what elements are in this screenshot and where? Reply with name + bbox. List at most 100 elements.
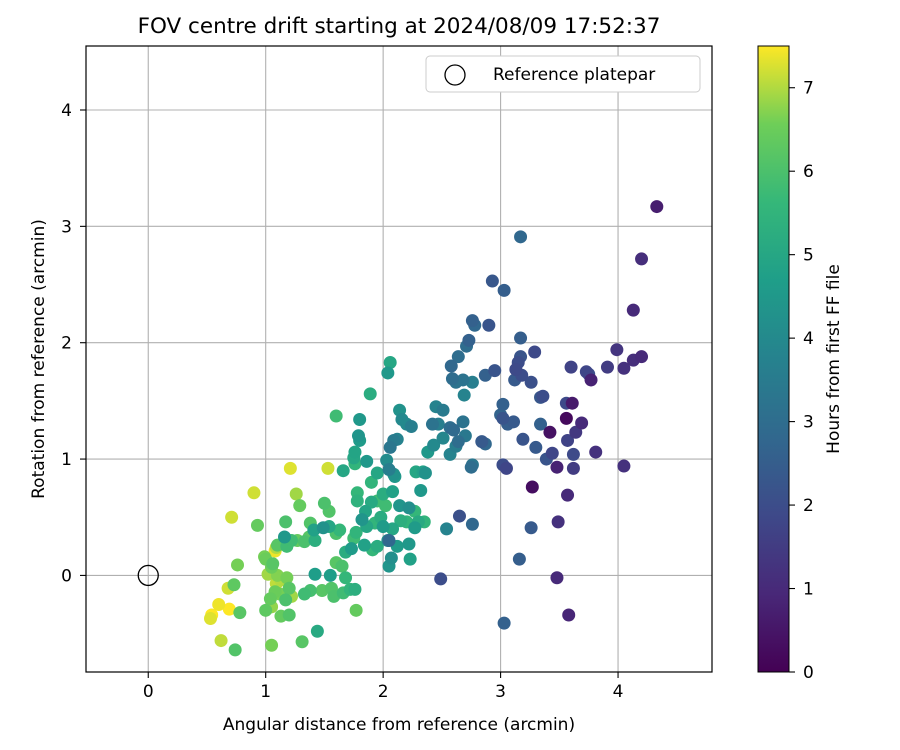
data-point	[348, 582, 362, 596]
data-point	[569, 425, 583, 439]
data-point	[509, 362, 523, 376]
data-point	[370, 466, 384, 480]
y-tick-label: 1	[61, 450, 72, 470]
data-point	[364, 495, 378, 509]
data-point	[382, 534, 396, 548]
data-point	[351, 429, 365, 443]
data-point	[524, 375, 538, 389]
data-point	[250, 518, 264, 532]
data-point	[444, 359, 458, 373]
data-point	[427, 438, 441, 452]
reference-marker	[137, 564, 159, 587]
data-point	[279, 515, 293, 529]
colorbar-tick-label: 1	[803, 580, 814, 600]
legend: Reference platepar	[425, 55, 701, 93]
data-points	[203, 200, 664, 657]
data-point	[350, 494, 364, 508]
data-point	[228, 643, 242, 657]
data-point	[336, 464, 350, 478]
data-point	[297, 587, 311, 601]
legend-marker	[444, 64, 466, 86]
data-point	[434, 572, 448, 586]
data-point	[564, 360, 578, 374]
data-point	[378, 499, 392, 513]
data-point	[349, 525, 363, 539]
colorbar-label: Hours from first FF file	[824, 264, 844, 454]
data-point	[462, 333, 476, 347]
colorbar-tick-label: 5	[803, 246, 814, 266]
data-point	[452, 509, 466, 523]
data-point	[364, 475, 378, 489]
data-point	[323, 568, 337, 582]
data-point	[283, 461, 297, 475]
data-point	[344, 542, 358, 556]
x-tick-label: 1	[260, 682, 271, 702]
data-point	[436, 431, 450, 445]
data-point	[279, 593, 293, 607]
data-point	[496, 397, 510, 411]
data-point	[225, 510, 239, 524]
data-point	[293, 499, 307, 513]
data-point	[561, 433, 575, 447]
data-point	[247, 486, 261, 500]
data-point	[349, 603, 363, 617]
data-point	[329, 409, 343, 423]
data-point	[404, 419, 418, 433]
data-point	[589, 445, 603, 459]
data-point	[545, 446, 559, 460]
data-point	[321, 461, 335, 475]
data-point	[214, 634, 228, 648]
data-point	[456, 415, 470, 429]
data-point	[414, 483, 428, 497]
y-tick-label: 4	[61, 101, 72, 121]
data-point	[617, 361, 631, 375]
data-point	[610, 343, 624, 357]
data-point	[357, 538, 371, 552]
data-point	[333, 523, 347, 537]
data-point	[650, 200, 664, 214]
data-point	[408, 521, 422, 535]
data-point	[317, 496, 331, 510]
data-point	[265, 638, 279, 652]
legend-box	[425, 55, 701, 93]
colorbar-tick-label: 4	[803, 329, 814, 349]
data-point	[339, 571, 353, 585]
data-point	[529, 440, 543, 454]
data-point	[550, 571, 564, 585]
colorbar-ticks: 0 1 2 3 4 5 6 7	[789, 79, 814, 683]
data-point	[227, 578, 241, 592]
data-point	[497, 283, 511, 297]
x-axis: 0 1 2 3 4	[143, 672, 623, 702]
data-point	[499, 461, 513, 475]
data-point	[353, 413, 367, 427]
data-point	[360, 454, 374, 468]
data-point	[436, 403, 450, 417]
data-point	[203, 611, 217, 625]
data-point	[363, 387, 377, 401]
data-point	[348, 445, 362, 459]
data-point	[310, 624, 324, 638]
data-point	[551, 515, 565, 529]
data-point	[447, 423, 461, 437]
data-point	[497, 616, 511, 630]
data-point	[266, 557, 280, 571]
data-point	[222, 602, 236, 616]
data-point	[525, 480, 539, 494]
data-point	[402, 501, 416, 515]
data-point	[485, 274, 499, 288]
y-axis: 0 1 2 3 4	[61, 101, 86, 586]
data-point	[565, 396, 579, 410]
data-point	[418, 466, 432, 480]
legend-label: Reference platepar	[493, 65, 655, 85]
colorbar-tick-label: 0	[803, 663, 814, 683]
data-point	[561, 488, 575, 502]
y-axis-label: Rotation from reference (arcmin)	[29, 219, 49, 499]
data-point	[451, 435, 465, 449]
colorbar: 0 1 2 3 4 5 6 7 Hours from first FF file	[757, 45, 844, 683]
x-tick-label: 0	[143, 682, 154, 702]
data-point	[496, 411, 510, 425]
data-point	[212, 598, 226, 612]
colorbar-gradient	[757, 45, 790, 673]
data-point	[383, 440, 397, 454]
